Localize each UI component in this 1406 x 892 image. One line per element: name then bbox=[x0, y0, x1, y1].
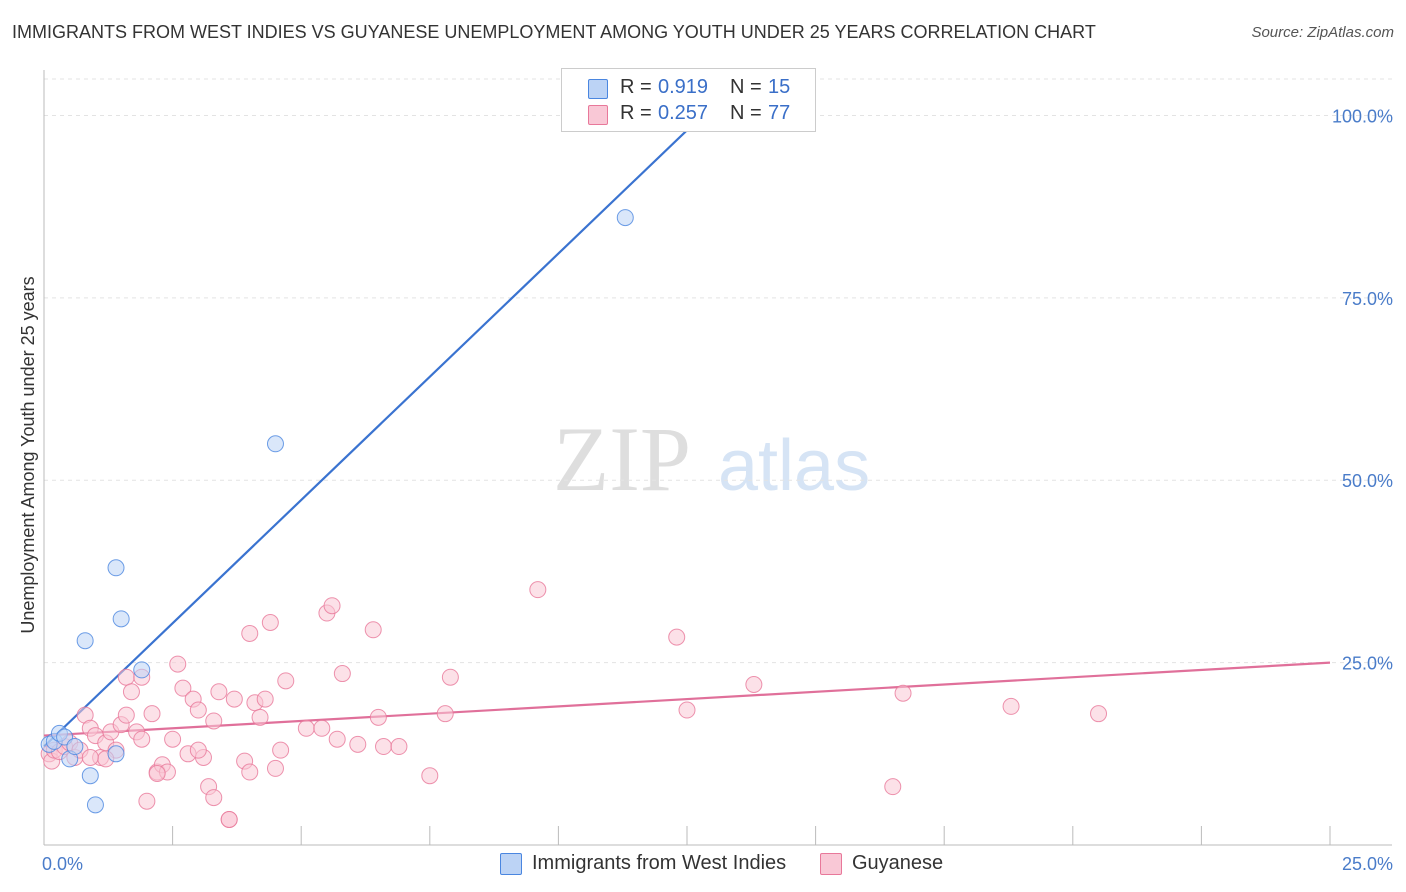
point-west-indies bbox=[76, 632, 94, 650]
y-tick-label: 100.0% bbox=[1332, 106, 1393, 126]
point-guyanese bbox=[133, 730, 151, 748]
point-guyanese bbox=[884, 778, 902, 796]
legend-swatch-west-indies bbox=[588, 79, 608, 99]
legend-n-value: 15 bbox=[768, 76, 791, 98]
point-guyanese bbox=[421, 767, 439, 785]
point-guyanese bbox=[205, 712, 223, 730]
point-guyanese bbox=[143, 705, 161, 723]
point-guyanese bbox=[189, 701, 207, 719]
point-guyanese bbox=[436, 705, 454, 723]
watermark-zip: ZIP bbox=[553, 408, 691, 510]
point-guyanese bbox=[138, 792, 156, 810]
point-west-indies bbox=[133, 661, 151, 679]
point-guyanese bbox=[266, 759, 284, 777]
point-guyanese bbox=[277, 672, 295, 690]
point-guyanese bbox=[364, 621, 382, 639]
y-tick-label: 25.0% bbox=[1342, 654, 1393, 674]
point-guyanese bbox=[210, 683, 228, 701]
point-guyanese bbox=[241, 624, 259, 642]
bottom-legend-label: Guyanese bbox=[852, 852, 944, 874]
point-guyanese bbox=[323, 597, 341, 615]
point-guyanese bbox=[441, 668, 459, 686]
y-tick-label: 50.0% bbox=[1342, 471, 1393, 491]
point-west-indies bbox=[616, 209, 634, 227]
x-tick-label-left: 0.0% bbox=[42, 854, 83, 874]
point-guyanese bbox=[390, 738, 408, 756]
point-guyanese bbox=[333, 665, 351, 683]
bottom-swatch-guyanese bbox=[820, 853, 842, 875]
point-guyanese bbox=[313, 719, 331, 737]
trend-line-west-indies bbox=[43, 114, 704, 748]
legend-r-label: R = bbox=[620, 102, 652, 124]
point-guyanese bbox=[529, 581, 547, 599]
legend-n-label: N = bbox=[730, 76, 762, 98]
point-guyanese bbox=[375, 738, 393, 756]
point-guyanese bbox=[894, 684, 912, 702]
point-guyanese bbox=[164, 730, 182, 748]
point-guyanese bbox=[251, 708, 269, 726]
point-guyanese bbox=[169, 655, 187, 673]
chart-title: IMMIGRANTS FROM WEST INDIES VS GUYANESE … bbox=[12, 22, 1096, 42]
point-guyanese bbox=[1002, 697, 1020, 715]
correlation-legend: R = 0.919 N = 15 R = 0.257 N = 77 bbox=[561, 68, 816, 132]
point-guyanese bbox=[117, 668, 135, 686]
point-guyanese bbox=[148, 765, 166, 783]
point-guyanese bbox=[668, 628, 686, 646]
point-west-indies bbox=[66, 738, 84, 756]
point-guyanese bbox=[117, 706, 135, 724]
legend-r-value: 0.257 bbox=[658, 102, 709, 124]
point-guyanese bbox=[205, 789, 223, 807]
tick-labels: 25.0% 50.0% 75.0% 100.0% 0.0% 25.0% bbox=[42, 106, 1393, 874]
x-tick-label-right: 25.0% bbox=[1342, 854, 1393, 874]
y-axis-label: Unemployment Among Youth under 25 years bbox=[18, 276, 38, 633]
point-guyanese bbox=[349, 735, 367, 753]
legend-n-label: N = bbox=[730, 102, 762, 124]
bottom-legend-label: Immigrants from West Indies bbox=[532, 852, 787, 874]
watermark-atlas: atlas bbox=[718, 426, 870, 506]
point-west-indies bbox=[107, 559, 125, 577]
grid-lines bbox=[44, 78, 1392, 664]
point-guyanese bbox=[256, 690, 274, 708]
point-guyanese bbox=[241, 763, 259, 781]
point-guyanese bbox=[369, 708, 387, 726]
point-guyanese bbox=[189, 741, 207, 759]
axes bbox=[43, 70, 1392, 846]
point-west-indies bbox=[86, 796, 104, 814]
point-guyanese bbox=[272, 741, 290, 759]
point-west-indies bbox=[81, 767, 99, 785]
bottom-swatch-west-indies bbox=[500, 853, 522, 875]
point-guyanese bbox=[81, 748, 99, 766]
data-points bbox=[40, 209, 1108, 828]
legend-r-value: 0.919 bbox=[658, 76, 709, 98]
legend-r-label: R = bbox=[620, 76, 652, 98]
point-guyanese bbox=[297, 719, 315, 737]
point-west-indies bbox=[112, 610, 130, 628]
point-guyanese bbox=[220, 810, 238, 828]
y-tick-label: 75.0% bbox=[1342, 289, 1393, 309]
point-guyanese bbox=[122, 683, 140, 701]
point-guyanese bbox=[678, 701, 696, 719]
point-west-indies bbox=[107, 745, 125, 763]
point-guyanese bbox=[1090, 705, 1108, 723]
legend-swatch-guyanese bbox=[588, 105, 608, 125]
point-guyanese bbox=[328, 730, 346, 748]
source-label: Source: ZipAtlas.com bbox=[1251, 24, 1394, 41]
point-guyanese bbox=[261, 613, 279, 631]
point-guyanese bbox=[174, 679, 192, 697]
legend-n-value: 77 bbox=[768, 102, 791, 124]
point-guyanese bbox=[745, 676, 763, 694]
point-west-indies bbox=[266, 435, 284, 453]
point-guyanese bbox=[225, 690, 243, 708]
